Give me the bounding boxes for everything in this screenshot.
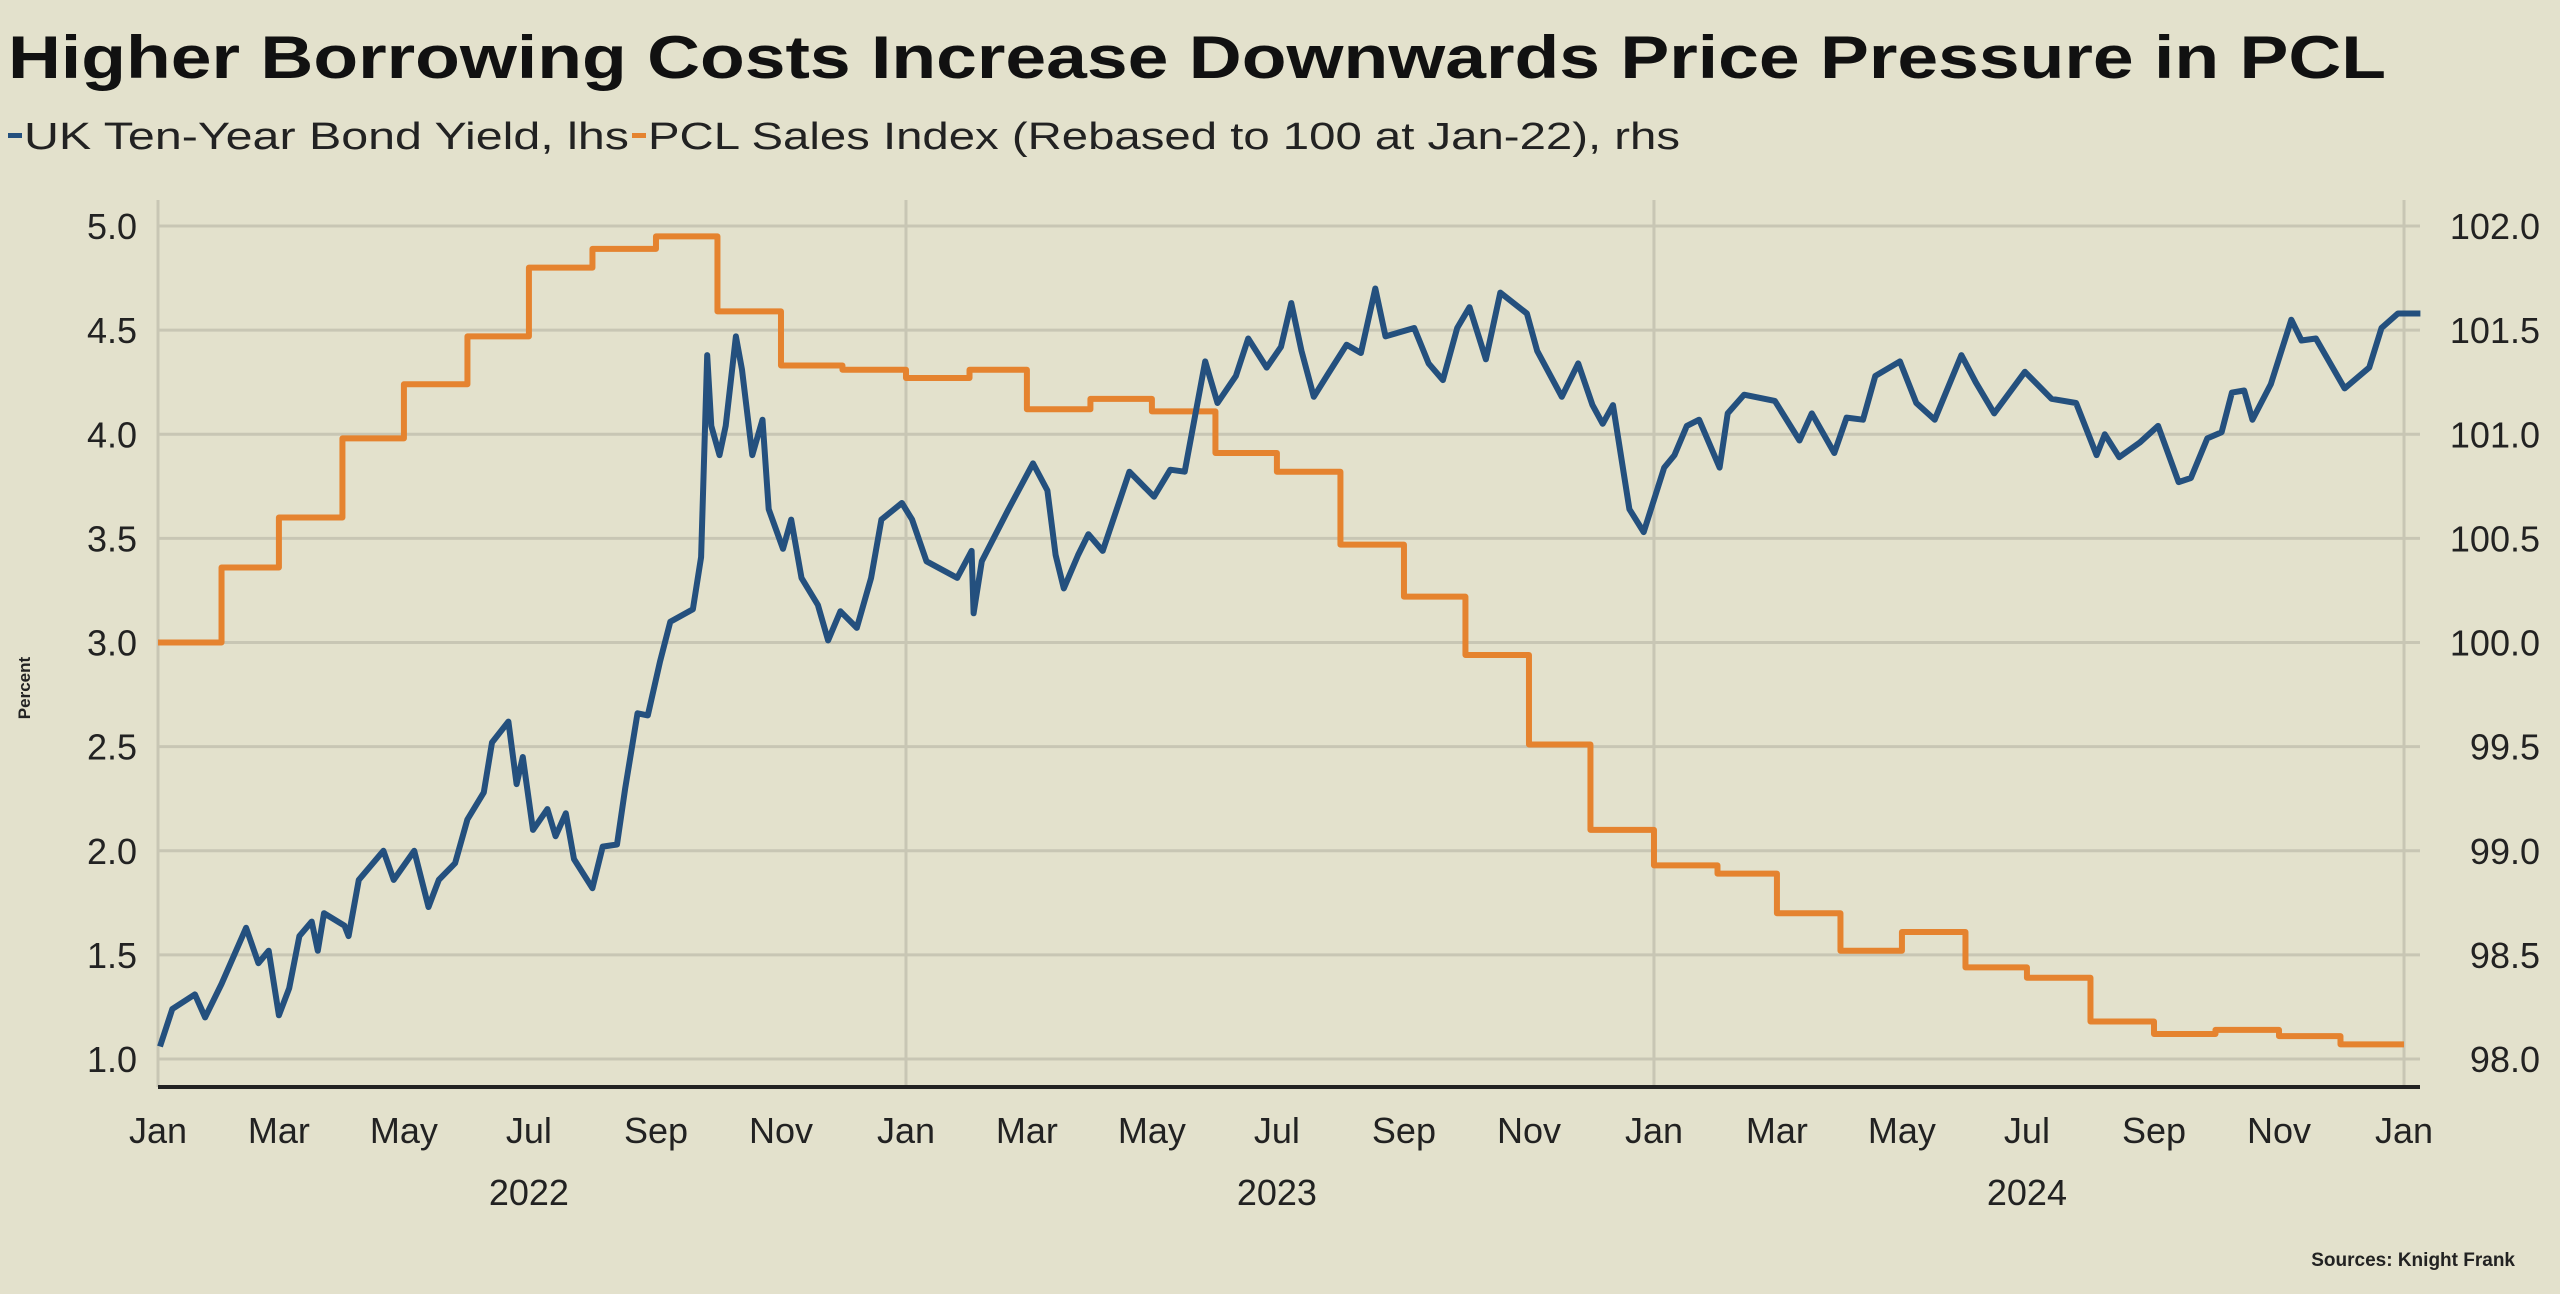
x-tick-label: Mar	[996, 1110, 1058, 1151]
x-year-label: 2024	[1987, 1172, 2067, 1213]
series-line-bond-yield	[157, 285, 2421, 1048]
legend-label-index: PCL Sales Index (Rebased to 100 at Jan-2…	[648, 116, 1680, 158]
left-tick-label: 1.0	[87, 1039, 137, 1080]
x-tick-label: May	[370, 1110, 438, 1151]
x-year-label: 2022	[489, 1172, 569, 1213]
x-tick-label: Mar	[248, 1110, 310, 1151]
series-group	[157, 233, 2421, 1048]
legend-swatch-yield	[8, 133, 22, 138]
right-axis-ticks: 98.0 98.5 99.0 99.5 100.0 100.5 101.0 101.5 102.…	[2450, 206, 2540, 1080]
series-line-pcl-sales-index	[158, 233, 2405, 1048]
left-tick-label: 3.5	[87, 518, 137, 559]
right-tick-label: 102.0	[2450, 206, 2540, 247]
x-tick-label: Jul	[506, 1110, 552, 1151]
right-tick-label: 99.0	[2470, 831, 2540, 872]
x-tick-label: Jan	[2375, 1110, 2433, 1151]
x-tick-label: May	[1118, 1110, 1186, 1151]
right-tick-label: 98.5	[2470, 935, 2540, 976]
left-tick-label: 4.5	[87, 310, 137, 351]
x-tick-label: Sep	[624, 1110, 688, 1151]
right-tick-label: 100.0	[2450, 623, 2540, 664]
left-tick-label: 5.0	[87, 206, 137, 247]
y-axis-label: Percent	[15, 656, 34, 719]
right-tick-label: 100.5	[2450, 518, 2540, 559]
x-tick-label: Nov	[2247, 1110, 2311, 1151]
x-year-label: 2023	[1237, 1172, 1317, 1213]
x-tick-label: Jan	[1625, 1110, 1683, 1151]
chart-title: Higher Borrowing Costs Increase Downward…	[8, 24, 2386, 91]
gridlines	[156, 200, 2420, 1087]
x-tick-label: Sep	[2122, 1110, 2186, 1151]
x-tick-label: May	[1868, 1110, 1936, 1151]
legend-label-yield: UK Ten-Year Bond Yield, lhs	[24, 116, 629, 158]
left-tick-label: 1.5	[87, 935, 137, 976]
legend-swatch-index	[632, 133, 646, 138]
x-tick-label: Sep	[1372, 1110, 1436, 1151]
x-tick-label: Mar	[1746, 1110, 1808, 1151]
right-tick-label: 98.0	[2470, 1039, 2540, 1080]
right-tick-label: 101.0	[2450, 414, 2540, 455]
legend: UK Ten-Year Bond Yield, lhs PCL Sales In…	[8, 116, 1680, 158]
left-tick-label: 4.0	[87, 414, 137, 455]
left-axis-ticks: 1.0 1.5 2.0 2.5 3.0 3.5 4.0 4.5 5.0	[87, 206, 137, 1080]
x-tick-label: Jan	[129, 1110, 187, 1151]
x-tick-label: Jan	[877, 1110, 935, 1151]
left-tick-label: 2.5	[87, 727, 137, 768]
left-tick-label: 3.0	[87, 623, 137, 664]
right-tick-label: 101.5	[2450, 310, 2540, 351]
left-tick-label: 2.0	[87, 831, 137, 872]
x-tick-label: Jul	[2004, 1110, 2050, 1151]
x-tick-label: Nov	[1497, 1110, 1561, 1151]
x-axis-ticks: Jan Mar May Jul Sep Nov Jan Mar May Jul Sep Nov Jan M…	[129, 1110, 2433, 1213]
x-tick-label: Jul	[1254, 1110, 1300, 1151]
source-note: Sources: Knight Frank	[2311, 1250, 2515, 1271]
right-tick-label: 99.5	[2470, 727, 2540, 768]
x-tick-label: Nov	[749, 1110, 813, 1151]
